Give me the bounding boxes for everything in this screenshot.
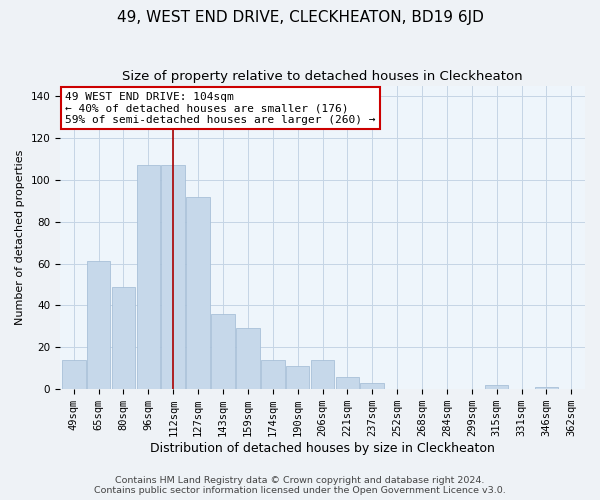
Bar bbox=[361, 383, 384, 389]
Bar bbox=[286, 366, 310, 389]
Y-axis label: Number of detached properties: Number of detached properties bbox=[15, 150, 25, 325]
Bar bbox=[211, 314, 235, 389]
Title: Size of property relative to detached houses in Cleckheaton: Size of property relative to detached ho… bbox=[122, 70, 523, 83]
X-axis label: Distribution of detached houses by size in Cleckheaton: Distribution of detached houses by size … bbox=[150, 442, 495, 455]
Bar bbox=[112, 286, 135, 389]
Bar bbox=[87, 262, 110, 389]
Bar bbox=[236, 328, 260, 389]
Bar bbox=[186, 196, 210, 389]
Bar bbox=[161, 165, 185, 389]
Text: Contains HM Land Registry data © Crown copyright and database right 2024.
Contai: Contains HM Land Registry data © Crown c… bbox=[94, 476, 506, 495]
Bar bbox=[535, 387, 558, 389]
Bar bbox=[62, 360, 86, 389]
Text: 49 WEST END DRIVE: 104sqm
← 40% of detached houses are smaller (176)
59% of semi: 49 WEST END DRIVE: 104sqm ← 40% of detac… bbox=[65, 92, 376, 125]
Bar bbox=[311, 360, 334, 389]
Text: 49, WEST END DRIVE, CLECKHEATON, BD19 6JD: 49, WEST END DRIVE, CLECKHEATON, BD19 6J… bbox=[116, 10, 484, 25]
Bar bbox=[485, 385, 508, 389]
Bar bbox=[335, 376, 359, 389]
Bar bbox=[261, 360, 284, 389]
Bar bbox=[137, 165, 160, 389]
